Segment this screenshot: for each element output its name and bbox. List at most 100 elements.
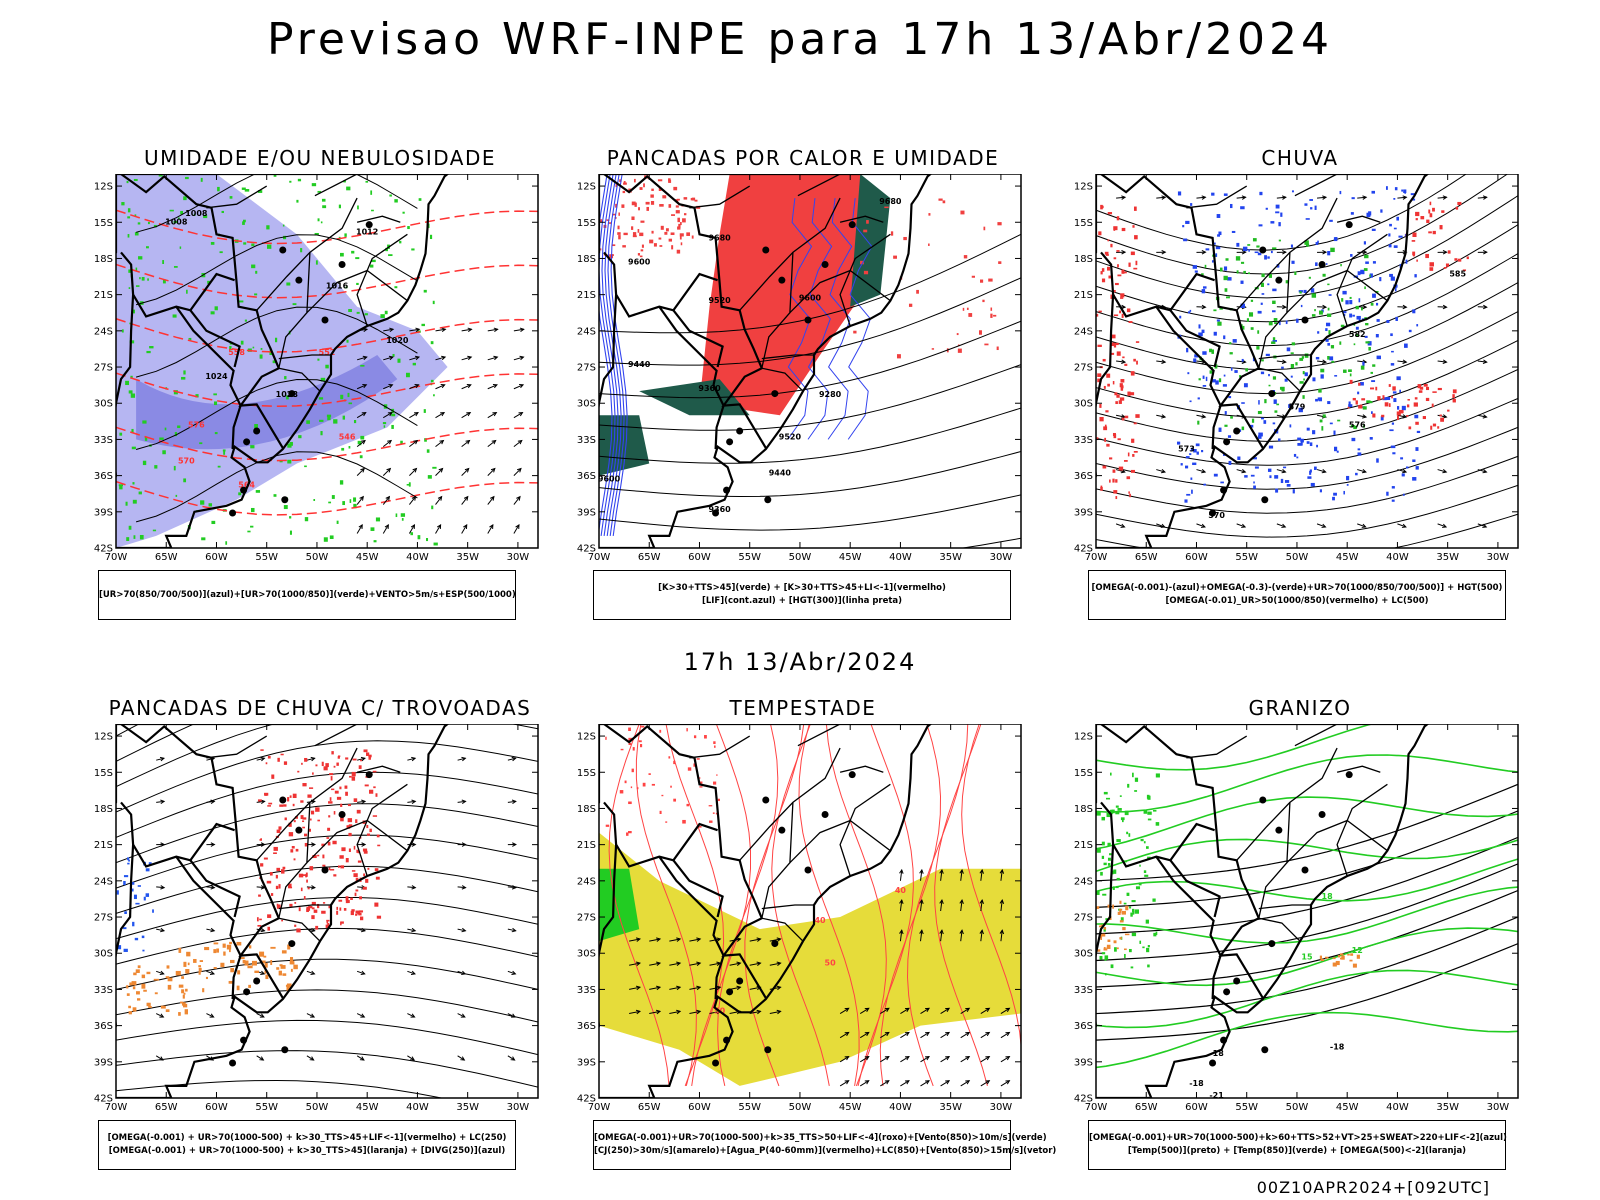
temp850-speck	[1115, 810, 1120, 815]
wind-vector	[465, 439, 471, 445]
thunder-red	[267, 805, 271, 807]
omega-red	[1104, 424, 1107, 429]
streamline-arrow	[1482, 304, 1488, 310]
green-humidity	[272, 360, 277, 364]
green-humidity	[244, 189, 250, 192]
precip-water-red	[693, 763, 696, 767]
country-border	[231, 405, 242, 450]
green-humidity	[266, 225, 270, 230]
wind-vector	[709, 986, 721, 990]
lif-contour	[807, 198, 833, 440]
omega-red	[1425, 253, 1429, 259]
precip-water-red	[716, 774, 718, 776]
omega500-orange	[1335, 960, 1340, 966]
lake-mark	[253, 427, 261, 435]
wind-vector	[438, 467, 444, 473]
omega-red	[1112, 432, 1116, 437]
omega-red	[1117, 438, 1121, 441]
omega-red	[1377, 396, 1381, 401]
wind-vector	[920, 930, 923, 942]
map-layer: 1008100810121016102010241028576570564558…	[116, 174, 538, 548]
omega-blue	[1257, 310, 1262, 314]
thunder-red	[304, 833, 308, 837]
wind-vector	[904, 1007, 910, 1012]
precip-water-red	[693, 735, 697, 739]
wind-vector	[960, 1032, 970, 1039]
country-border	[120, 724, 284, 999]
omega-green	[1330, 247, 1335, 253]
omega-blue	[1319, 489, 1322, 493]
thunder-red	[306, 908, 309, 913]
wind-vector	[635, 961, 642, 966]
omega-blue	[1315, 242, 1318, 245]
thunder-red	[315, 807, 320, 812]
streamline-arrow	[1161, 359, 1167, 364]
lon-label: 30W	[1487, 552, 1510, 563]
thunder-orange	[137, 998, 141, 1001]
streamline-arrow	[1121, 359, 1127, 364]
thunder-orange	[237, 970, 241, 975]
wind-vector	[386, 467, 392, 473]
state-border	[761, 802, 794, 919]
omega-blue	[1202, 375, 1205, 379]
wind-vector	[467, 355, 473, 361]
streamline-arrow	[155, 1013, 164, 1018]
thunder-orange	[290, 957, 294, 962]
thunder-red	[328, 905, 331, 909]
streamline-arrow	[1442, 359, 1448, 364]
wind-vector	[676, 985, 682, 991]
omega500-orange	[1350, 953, 1354, 956]
temp850-speck	[1153, 932, 1157, 937]
thunder-red	[311, 901, 316, 906]
streamline-arrow	[1121, 304, 1127, 310]
wind-vector	[689, 1010, 701, 1015]
contour-label: 9280	[819, 390, 842, 399]
instability-speck	[608, 222, 612, 224]
lat-label: 18S	[577, 804, 596, 815]
wind-vector	[656, 985, 662, 991]
wind-vector	[408, 524, 415, 534]
thunder-red	[336, 910, 339, 915]
green-humidity	[240, 340, 244, 345]
instability-speck	[884, 206, 889, 209]
green-humidity	[395, 513, 398, 518]
instability-speck	[670, 232, 675, 236]
green-humidity	[345, 286, 348, 289]
streamline-arrow	[1357, 523, 1366, 528]
wind-vector	[388, 355, 394, 361]
instability-speck	[962, 307, 965, 311]
omega-red	[1107, 212, 1113, 215]
green-humidity	[282, 235, 287, 240]
streamline-arrow	[457, 1013, 466, 1018]
country-border	[189, 859, 241, 918]
omega-green	[1229, 352, 1233, 355]
streamline-arrow	[457, 800, 466, 803]
green-humidity	[252, 346, 255, 349]
omega-blue	[1213, 331, 1217, 336]
omega-blue	[1333, 492, 1337, 496]
omega500-orange	[1107, 939, 1111, 942]
omega-green	[1343, 369, 1347, 373]
omega-blue	[1371, 380, 1376, 383]
omega-blue	[1400, 457, 1404, 460]
thunder-orange	[230, 968, 235, 973]
temp850-contour	[1096, 754, 1518, 813]
thunder-red	[289, 795, 292, 798]
streamline-arrow	[1316, 523, 1326, 528]
wind-vector	[461, 496, 469, 505]
contour-label: 18	[1322, 892, 1334, 901]
temp850-speck	[1117, 807, 1122, 811]
instability-speck	[639, 255, 643, 258]
lake-mark	[1223, 438, 1231, 446]
omega-blue	[1273, 399, 1277, 404]
lat-label: 24S	[94, 876, 113, 887]
omega-red	[1407, 398, 1410, 401]
green-humidity	[311, 183, 317, 187]
streamline-arrow	[260, 970, 266, 975]
country-border	[672, 859, 724, 918]
thunder-red	[351, 776, 356, 781]
instability-speck	[691, 197, 696, 201]
instability-speck	[682, 218, 686, 223]
instability-speck	[908, 303, 913, 307]
omega-red	[1355, 400, 1358, 405]
